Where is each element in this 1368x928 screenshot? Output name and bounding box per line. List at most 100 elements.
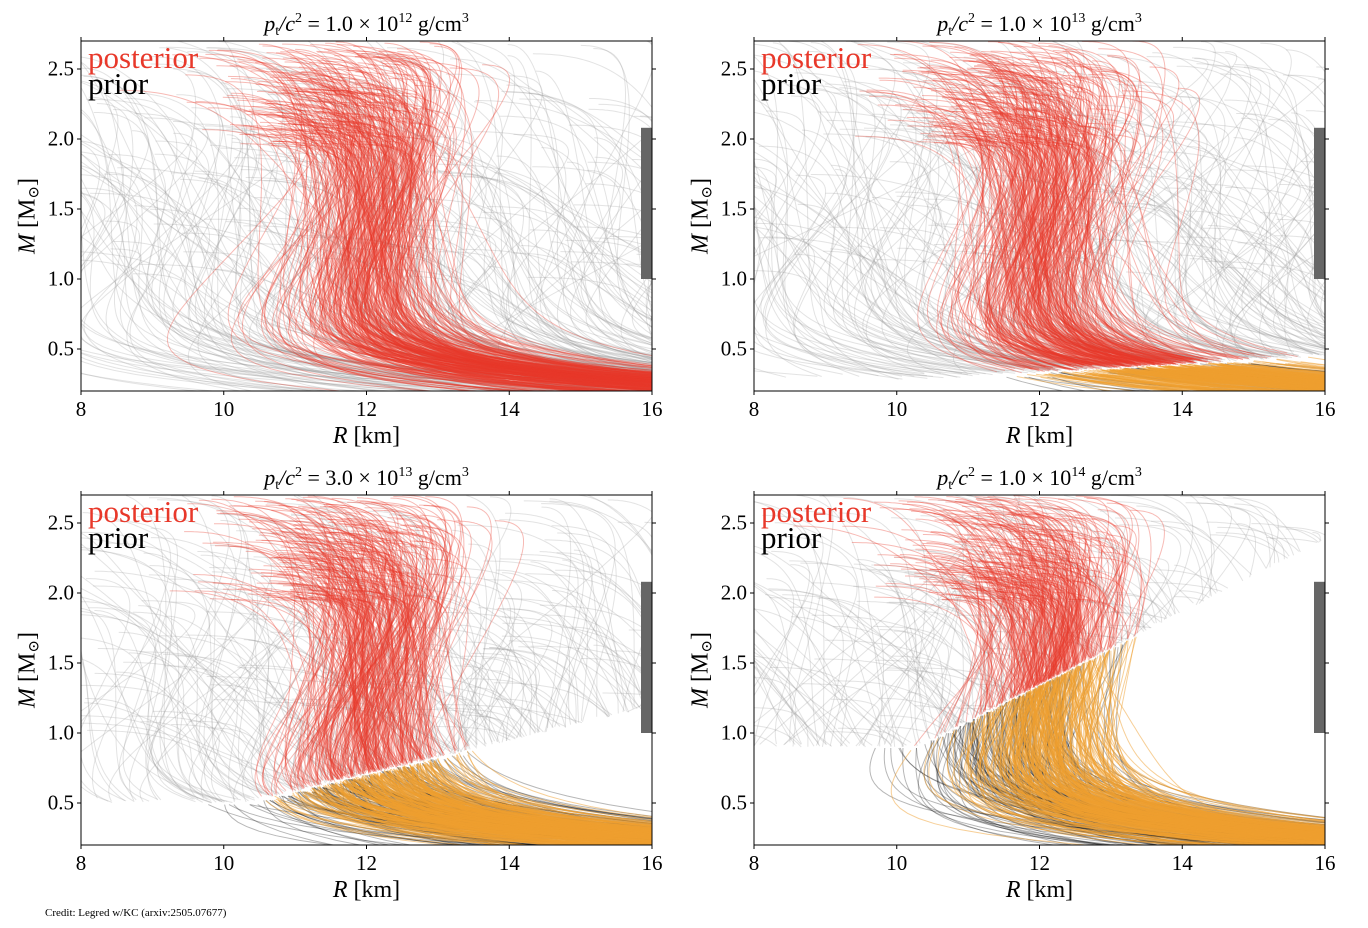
prior-curve: [1010, 79, 1326, 369]
prior-curve: [80, 532, 298, 786]
posterior-curve: [1027, 79, 1153, 362]
y-tick-label: 2.5: [720, 510, 747, 535]
prior-curve: [211, 495, 280, 795]
prior-curve: [241, 510, 367, 803]
prior-curve: [1214, 65, 1298, 360]
prior-curve: [461, 714, 523, 738]
x-tick-label: 8: [75, 851, 87, 875]
posterior-curve: [979, 570, 1095, 657]
posterior-curve: [1020, 564, 1115, 645]
posterior-curve: [989, 498, 1033, 694]
prior-curve: [753, 651, 844, 747]
posterior-curve: [312, 112, 653, 391]
posterior-curve: [877, 554, 1001, 704]
prior-curve: [140, 721, 224, 803]
posterior-curve: [281, 531, 397, 768]
prior-curve: [125, 495, 195, 800]
posterior-curve: [199, 57, 653, 376]
prior-curve: [80, 575, 321, 785]
posterior-low-density-curve: [967, 689, 1230, 846]
posterior-curve: [265, 100, 653, 381]
prior-curve: [1189, 258, 1320, 355]
prior-curve: [916, 41, 1192, 363]
legend: posterior prior: [88, 42, 198, 99]
posterior-curve: [914, 572, 1042, 683]
prior-low-density-curve: [208, 804, 404, 846]
posterior-curve: [352, 538, 413, 774]
prior-curve: [933, 223, 1182, 363]
prior-curve: [756, 222, 1000, 373]
posterior-curve: [308, 83, 653, 384]
prior-curve: [499, 519, 585, 733]
posterior-curve: [322, 122, 653, 390]
posterior-curve: [968, 60, 1077, 365]
posterior-curve: [1017, 513, 1091, 673]
posterior-curve: [965, 553, 1022, 715]
posterior-curve: [954, 500, 1052, 678]
y-tick-label: 1.0: [47, 720, 74, 745]
posterior-curve: [271, 509, 331, 787]
prior-curve: [588, 108, 653, 130]
prior-curve: [489, 647, 533, 736]
prior-curve: [994, 175, 1317, 354]
posterior-curve: [261, 102, 653, 383]
posterior-low-density-curve: [963, 713, 1314, 846]
posterior-curve: [953, 133, 1050, 371]
posterior-curve: [225, 81, 653, 380]
posterior-curve: [1023, 506, 1088, 694]
posterior-curve: [1065, 65, 1168, 365]
prior-curve: [324, 649, 432, 758]
prior-curve: [80, 151, 417, 392]
posterior-curve: [362, 520, 493, 774]
posterior-curve: [291, 547, 361, 772]
prior-curve: [291, 514, 459, 750]
posterior-curve: [1008, 552, 1087, 700]
prior-curve: [839, 87, 1021, 367]
prior-curve: [1012, 549, 1129, 637]
prior-curve: [1146, 56, 1326, 174]
posterior-curve: [989, 115, 1172, 365]
posterior-low-density-curve: [409, 764, 653, 836]
posterior-curve: [936, 67, 1073, 371]
prior-curve: [984, 250, 1214, 361]
posterior-curve: [942, 599, 1003, 704]
posterior-curve: [966, 93, 1115, 363]
posterior-curve: [372, 583, 417, 766]
posterior-curve: [262, 594, 334, 780]
prior-curve: [1145, 582, 1223, 592]
prior-curve: [1312, 532, 1321, 543]
prior-curve: [906, 250, 1004, 378]
posterior-curve: [1015, 80, 1125, 367]
x-axis-label: R [km]: [332, 877, 401, 903]
prior-curve: [871, 564, 948, 745]
posterior-curve: [306, 542, 392, 766]
posterior-curve: [423, 505, 465, 761]
posterior-curve: [304, 541, 371, 770]
posterior-low-density-curve: [331, 783, 653, 839]
panel-title: pt/c2 = 1.0 × 1014 g/cm3: [937, 465, 1142, 493]
prior-curve: [351, 707, 414, 764]
posterior-curve: [1000, 138, 1078, 371]
posterior-curve: [326, 525, 434, 780]
prior-curve: [502, 622, 653, 665]
posterior-curve: [1041, 98, 1115, 368]
prior-curve: [991, 139, 1127, 364]
posterior-curve: [1021, 570, 1052, 693]
posterior-curve: [936, 96, 1050, 373]
prior-curve: [801, 683, 896, 747]
prior-curve: [80, 715, 256, 801]
posterior-curve: [842, 525, 1015, 698]
prior-curve: [593, 48, 653, 353]
posterior-curve: [901, 568, 1034, 686]
posterior-curve: [317, 117, 653, 384]
posterior-curve: [956, 132, 1149, 363]
posterior-curve: [929, 41, 1169, 364]
posterior-curve: [397, 527, 449, 766]
prior-curve: [80, 722, 309, 788]
prior-curve: [1180, 96, 1326, 227]
prior-curve: [299, 680, 347, 784]
prior-curve: [265, 697, 391, 767]
posterior-curve: [976, 60, 1084, 365]
posterior-curve: [323, 89, 653, 388]
prior-curve: [754, 707, 809, 747]
